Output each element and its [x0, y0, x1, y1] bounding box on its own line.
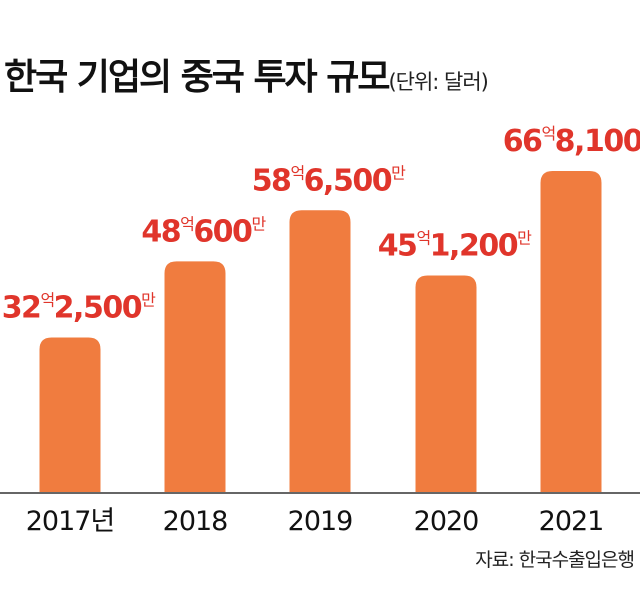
chart-title: 한국 기업의 중국 투자 규모(단위: 달러)	[4, 48, 489, 100]
x-tick-label: 2020	[414, 506, 479, 537]
label-eok-unit: 억	[416, 229, 429, 248]
label-man-unit: 만	[517, 229, 532, 248]
label-eok-unit: 억	[180, 214, 193, 233]
label-eok: 58	[252, 163, 291, 198]
label-man-unit: 만	[141, 291, 156, 310]
x-tick-label: 2019	[288, 506, 353, 537]
title-text: 한국 기업의 중국 투자 규모	[4, 57, 390, 98]
bar-2018	[164, 261, 226, 493]
source-note: 자료: 한국수출입은행	[475, 549, 635, 571]
label-eok: 45	[378, 229, 417, 264]
label-eok-unit: 억	[40, 291, 53, 310]
x-tick-label: 2018	[163, 506, 228, 537]
label-eok: 32	[2, 291, 41, 326]
label-eok: 66	[503, 124, 542, 159]
label-eok-unit: 억	[541, 124, 554, 143]
data-label: 45억1,200만	[378, 229, 532, 264]
x-tick-label: 2021	[539, 506, 604, 537]
x-tick-label: 2017년	[26, 506, 115, 537]
label-man: 1,200	[430, 229, 518, 264]
bar-2020	[415, 275, 477, 493]
data-label: 48억600만	[141, 214, 266, 249]
label-eok: 48	[141, 214, 180, 249]
label-man-unit: 만	[391, 163, 406, 182]
bar-2017년	[39, 337, 101, 493]
bar-2019	[289, 210, 351, 493]
bar-2021	[540, 170, 602, 493]
data-label: 66억8,100만	[503, 124, 640, 159]
data-label: 58억6,500만	[252, 163, 406, 198]
label-eok-unit: 억	[290, 163, 303, 182]
label-man: 6,500	[304, 163, 392, 198]
label-man: 2,500	[54, 291, 142, 326]
label-man-unit: 만	[251, 214, 266, 233]
unit-note: (단위: 달러)	[388, 70, 488, 94]
data-label: 32억2,500만	[2, 291, 156, 326]
label-man: 8,100	[555, 124, 640, 159]
label-man: 600	[193, 214, 252, 249]
